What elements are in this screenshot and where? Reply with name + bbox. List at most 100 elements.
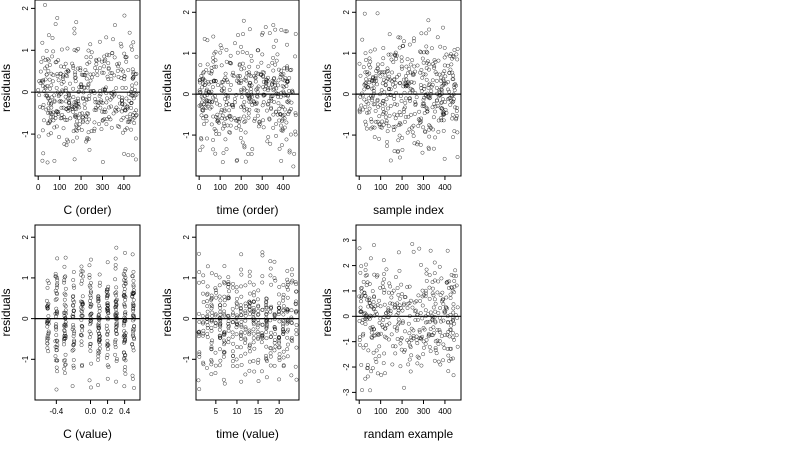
data-point: [62, 333, 67, 338]
data-point: [448, 54, 453, 59]
data-point: [230, 334, 235, 339]
data-point: [70, 348, 75, 353]
data-point: [391, 60, 396, 65]
data-point: [97, 303, 101, 308]
data-point: [410, 88, 415, 93]
data-point: [113, 328, 118, 332]
data-point: [110, 71, 115, 76]
data-point: [395, 150, 400, 154]
data-point: [44, 48, 49, 53]
data-point: [71, 270, 76, 274]
data-point: [260, 307, 265, 312]
data-point: [454, 283, 459, 288]
data-point: [437, 339, 442, 343]
data-point: [255, 297, 260, 302]
data-point: [86, 81, 91, 86]
data-point: [381, 99, 386, 103]
data-point: [372, 313, 377, 318]
data-point: [359, 363, 364, 367]
data-point: [430, 62, 435, 67]
data-point: [111, 111, 116, 116]
data-point: [79, 332, 83, 337]
data-point: [130, 294, 135, 299]
data-point: [71, 283, 76, 288]
data-point: [260, 253, 265, 258]
data-point: [393, 53, 398, 58]
data-point: [222, 281, 227, 286]
data-point: [53, 297, 58, 302]
data-point: [272, 348, 277, 353]
data-point: [84, 98, 89, 103]
data-point: [268, 141, 273, 146]
data-point: [209, 362, 214, 367]
data-point: [105, 353, 110, 358]
data-point: [293, 280, 298, 284]
data-point: [289, 320, 294, 325]
data-point: [451, 73, 456, 78]
data-point: [243, 313, 248, 318]
data-point: [87, 283, 92, 288]
data-point: [363, 58, 368, 62]
data-point: [450, 330, 455, 335]
data-point: [43, 57, 48, 62]
data-point: [202, 94, 207, 99]
data-point: [378, 285, 383, 290]
data-point: [359, 285, 364, 290]
data-point: [433, 59, 438, 64]
data-point: [393, 80, 398, 85]
data-point: [407, 66, 412, 71]
data-point: [398, 80, 403, 85]
data-point: [365, 374, 370, 379]
data-point: [440, 106, 445, 111]
data-point: [392, 77, 397, 82]
data-points: [36, 3, 139, 165]
data-point: [278, 123, 283, 128]
data-point: [88, 348, 93, 353]
data-point: [222, 86, 227, 91]
data-point: [414, 338, 419, 343]
data-point: [444, 305, 449, 310]
data-point: [361, 331, 366, 336]
data-point: [204, 105, 209, 110]
data-point: [433, 109, 437, 114]
data-point: [88, 72, 93, 77]
plot-frame: [355, 224, 462, 401]
data-point: [214, 295, 219, 300]
data-point: [375, 273, 380, 278]
data-point: [392, 84, 397, 89]
data-point: [79, 323, 84, 328]
data-point: [226, 280, 231, 284]
data-point: [413, 101, 418, 106]
data-point: [249, 90, 254, 95]
data-point: [362, 11, 367, 16]
data-point: [92, 129, 97, 134]
data-point: [374, 360, 379, 364]
data-point: [357, 61, 362, 66]
data-point: [361, 317, 365, 322]
data-point: [365, 280, 370, 285]
data-point: [383, 102, 388, 107]
data-point: [369, 117, 374, 122]
data-point: [209, 105, 214, 110]
data-point: [282, 116, 287, 121]
data-point: [443, 99, 447, 104]
data-point: [433, 346, 438, 350]
data-point: [385, 129, 390, 134]
data-point: [122, 151, 127, 156]
data-point: [371, 350, 376, 355]
data-point: [251, 359, 256, 363]
data-point: [386, 124, 391, 129]
data-point: [395, 102, 400, 107]
data-point: [363, 322, 368, 327]
x-tick-label: 0: [36, 183, 41, 192]
data-point: [416, 317, 420, 322]
data-point: [235, 364, 240, 369]
data-point: [235, 158, 240, 162]
data-point: [438, 362, 443, 367]
data-point: [82, 106, 87, 111]
data-point: [393, 302, 398, 307]
data-point: [247, 332, 252, 337]
data-point: [215, 112, 220, 117]
data-point: [204, 118, 209, 123]
